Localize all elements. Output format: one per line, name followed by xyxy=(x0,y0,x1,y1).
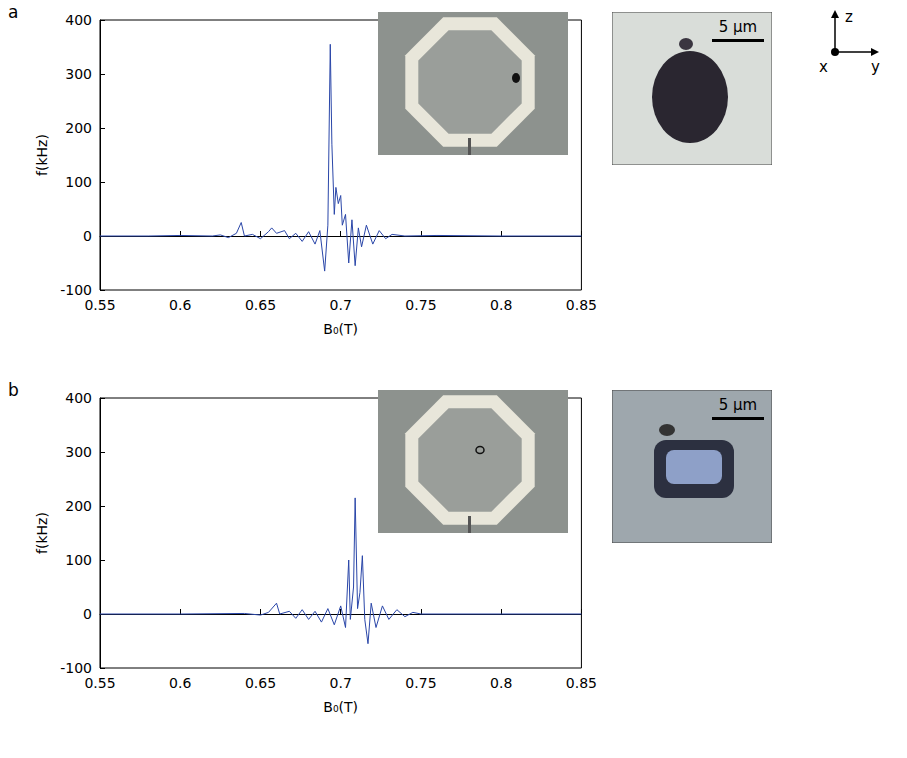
svg-text:300: 300 xyxy=(65,444,92,460)
svg-text:0.85: 0.85 xyxy=(566,675,597,691)
svg-text:0.55: 0.55 xyxy=(84,297,115,313)
svg-text:0.8: 0.8 xyxy=(490,297,512,313)
svg-text:100: 100 xyxy=(65,552,92,568)
svg-text:0.85: 0.85 xyxy=(566,297,597,313)
svg-text:-100: -100 xyxy=(60,660,92,676)
svg-text:0.75: 0.75 xyxy=(405,675,436,691)
svg-text:y: y xyxy=(871,58,880,76)
svg-text:z: z xyxy=(845,8,853,26)
svg-text:0.65: 0.65 xyxy=(245,297,276,313)
svg-text:0.65: 0.65 xyxy=(245,675,276,691)
svg-text:0.8: 0.8 xyxy=(490,675,512,691)
html-text:a: a xyxy=(8,2,19,22)
svg-text:0.6: 0.6 xyxy=(169,297,191,313)
svg-text:5 µm: 5 µm xyxy=(719,396,757,414)
svg-text:0.55: 0.55 xyxy=(84,675,115,691)
svg-text:0.6: 0.6 xyxy=(169,675,191,691)
svg-text:0.7: 0.7 xyxy=(330,675,352,691)
svg-text:5 µm: 5 µm xyxy=(719,18,757,36)
svg-text:0: 0 xyxy=(83,606,92,622)
svg-text:200: 200 xyxy=(65,120,92,136)
svg-text:B₀(T): B₀(T) xyxy=(323,321,358,337)
svg-text:-100: -100 xyxy=(60,282,92,298)
svg-text:0: 0 xyxy=(83,228,92,244)
svg-text:100: 100 xyxy=(65,174,92,190)
svg-text:B₀(T): B₀(T) xyxy=(323,699,358,715)
svg-text:400: 400 xyxy=(65,12,92,28)
svg-text:x: x xyxy=(819,58,828,76)
svg-text:0.7: 0.7 xyxy=(330,297,352,313)
svg-text:400: 400 xyxy=(65,390,92,406)
svg-text:300: 300 xyxy=(65,66,92,82)
svg-text:f(kHz): f(kHz) xyxy=(34,512,50,554)
svg-text:200: 200 xyxy=(65,498,92,514)
svg-text:f(kHz): f(kHz) xyxy=(34,134,50,176)
svg-text:0.75: 0.75 xyxy=(405,297,436,313)
html-text:b: b xyxy=(8,380,19,400)
